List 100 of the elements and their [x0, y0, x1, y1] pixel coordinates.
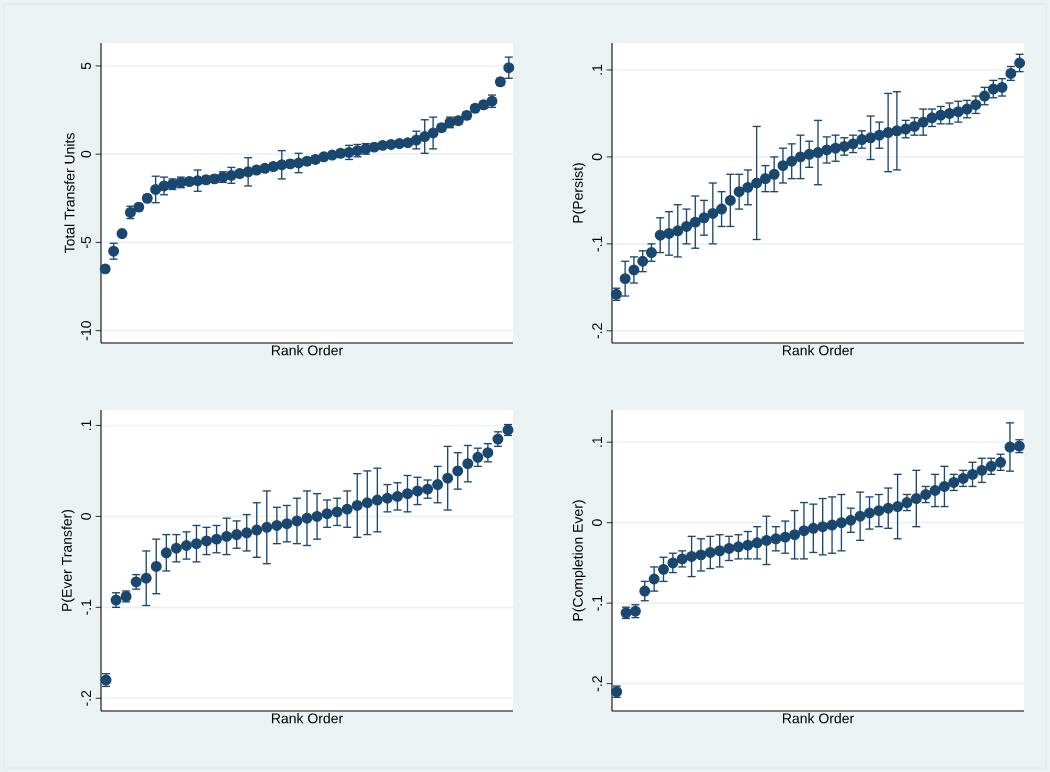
point	[628, 264, 640, 276]
point	[795, 151, 806, 163]
point	[845, 514, 857, 526]
point	[140, 572, 152, 584]
point	[482, 447, 494, 459]
point	[742, 181, 754, 193]
point	[865, 132, 877, 144]
point	[442, 472, 454, 484]
point	[952, 106, 964, 118]
point	[326, 149, 338, 161]
point	[221, 530, 233, 542]
y-tick-label: -.2	[592, 676, 602, 692]
point	[961, 103, 973, 115]
point	[948, 476, 960, 488]
point	[394, 138, 405, 150]
point	[231, 529, 243, 541]
point	[503, 62, 515, 74]
point	[371, 494, 383, 506]
point	[967, 468, 978, 480]
y-axis-title: P(Persist)	[572, 163, 586, 223]
point	[929, 485, 941, 496]
point	[803, 148, 815, 160]
point	[427, 127, 439, 139]
point	[654, 229, 666, 241]
point	[689, 216, 701, 228]
point	[251, 524, 263, 536]
point	[768, 168, 780, 180]
point	[901, 497, 913, 509]
point	[751, 537, 763, 549]
y-axis-title: Total Transfer Units	[64, 133, 75, 254]
point	[957, 472, 969, 484]
point	[422, 483, 434, 495]
point	[882, 127, 894, 139]
point	[667, 557, 679, 569]
point	[639, 585, 651, 597]
y-tick-label: .1	[592, 437, 602, 447]
point	[637, 255, 649, 267]
point	[812, 147, 824, 159]
point	[261, 521, 273, 533]
x-axis-title: Rank Order	[782, 713, 854, 724]
point	[873, 505, 885, 517]
point	[419, 131, 431, 142]
point	[892, 501, 904, 513]
point	[838, 141, 850, 152]
point	[391, 490, 403, 502]
y-tick-label: -10	[81, 321, 91, 341]
point	[648, 573, 660, 585]
point	[381, 492, 393, 504]
y-tick-label: .1	[592, 64, 602, 75]
y-tick-label: 0	[592, 519, 602, 527]
y-tick-label: .1	[81, 420, 91, 431]
point	[882, 502, 894, 514]
point	[724, 194, 736, 206]
point	[742, 539, 754, 551]
point	[976, 464, 988, 476]
point	[723, 542, 735, 554]
point	[291, 515, 303, 527]
y-axis-title: P(Completion Ever)	[572, 500, 586, 621]
point	[854, 510, 866, 522]
point	[926, 112, 938, 124]
point	[698, 212, 710, 224]
x-axis-title: Rank Order	[271, 713, 343, 724]
y-tick-label: -.1	[592, 236, 602, 252]
point	[826, 519, 838, 531]
point	[341, 503, 353, 515]
point	[900, 123, 912, 135]
point	[619, 273, 631, 285]
point	[663, 227, 675, 239]
point	[361, 497, 373, 509]
point	[944, 107, 955, 119]
y-tick-label: 0	[81, 513, 91, 520]
point	[311, 510, 323, 522]
point	[789, 529, 801, 541]
point	[412, 485, 424, 497]
point	[714, 545, 726, 557]
point	[180, 540, 192, 551]
x-axis-title: Rank Order	[271, 345, 343, 356]
point	[704, 546, 716, 558]
x-axis-title: Rank Order	[782, 345, 854, 356]
point	[847, 138, 859, 150]
y-tick-label: 0	[592, 153, 602, 161]
point	[672, 225, 684, 237]
point	[917, 116, 929, 128]
point	[864, 507, 875, 519]
point	[798, 525, 810, 537]
point	[835, 517, 847, 529]
point	[707, 207, 719, 219]
point	[301, 512, 313, 524]
point	[759, 173, 771, 185]
point	[761, 534, 772, 546]
point	[402, 488, 413, 500]
point	[873, 129, 885, 141]
point	[201, 535, 212, 547]
point	[241, 527, 253, 539]
point	[779, 531, 791, 543]
y-tick-label: 0	[81, 150, 91, 158]
point	[1014, 57, 1026, 69]
point	[807, 522, 819, 534]
y-tick-label: 5	[81, 62, 91, 70]
point	[610, 288, 622, 300]
